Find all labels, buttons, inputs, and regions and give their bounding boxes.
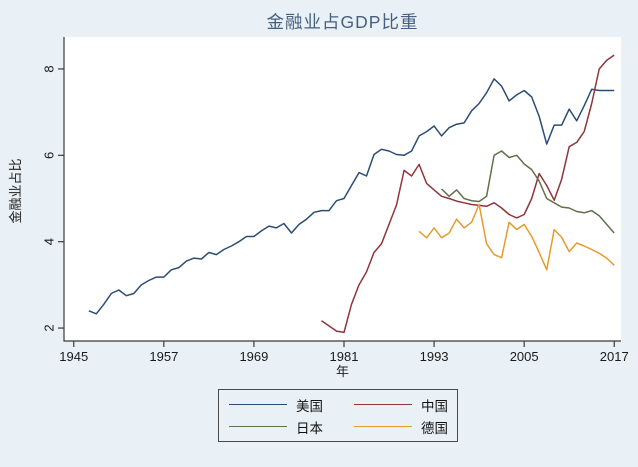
legend-item-germany: 德国 — [354, 416, 457, 438]
axis-frame — [63, 37, 621, 342]
x-tick-label: 1969 — [239, 349, 268, 364]
x-tick-label: 1945 — [59, 349, 88, 364]
series-line-日本 — [441, 150, 615, 234]
series-line-中国 — [321, 54, 615, 334]
japan-line-swatch — [229, 426, 287, 427]
china-line-swatch — [354, 404, 412, 405]
chart-legend: 美国 中国 日本 德国 — [218, 389, 458, 442]
axis-ticks — [58, 68, 615, 347]
legend-item-usa: 美国 — [229, 394, 354, 416]
x-tick-label: 2005 — [510, 349, 539, 364]
legend-item-china: 中国 — [354, 394, 457, 416]
x-tick-label: 1993 — [420, 349, 449, 364]
y-tick-label: 2 — [41, 324, 56, 331]
y-tick-label: 8 — [41, 65, 56, 72]
legend-item-japan: 日本 — [229, 416, 354, 438]
x-tick-label: 2017 — [600, 349, 629, 364]
x-tick-label: 1981 — [330, 349, 359, 364]
germany-line-swatch — [354, 426, 412, 427]
legend-label-germany: 德国 — [421, 420, 448, 436]
x-axis-title: 年 — [335, 364, 349, 379]
series-line-德国 — [418, 203, 615, 271]
series-lines — [88, 54, 615, 334]
y-axis-title: 金融业占比 — [8, 158, 23, 224]
axis-tick-labels: 1945 1957 1969 1981 1993 2005 2017 2 4 6 8 — [41, 65, 628, 364]
legend-label-usa: 美国 — [296, 398, 323, 414]
chart-title: 金融业占GDP比重 — [266, 12, 419, 32]
series-line-美国 — [88, 78, 615, 315]
legend-label-china: 中国 — [421, 398, 448, 414]
plot-area — [64, 37, 621, 341]
usa-line-swatch — [229, 404, 287, 405]
y-tick-label: 4 — [41, 238, 56, 245]
legend-label-japan: 日本 — [296, 420, 323, 436]
y-tick-label: 6 — [41, 152, 56, 159]
x-tick-label: 1957 — [149, 349, 178, 364]
